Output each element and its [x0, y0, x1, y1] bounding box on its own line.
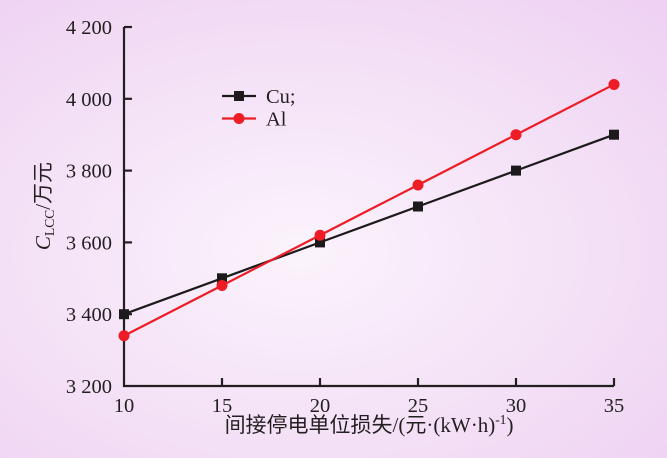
square-marker — [315, 237, 325, 248]
square-marker — [119, 309, 129, 320]
x-tick-label: 10 — [114, 395, 135, 417]
circle-marker — [118, 330, 130, 342]
x-tick-label: 35 — [604, 395, 625, 417]
axes — [122, 25, 616, 388]
y-tick-label: 3 600 — [66, 232, 112, 254]
circle-marker — [510, 129, 522, 141]
y-tick-label: 3 400 — [66, 304, 112, 326]
square-marker — [511, 165, 521, 176]
y-tick-label: 3 200 — [66, 376, 112, 398]
x-axis-label: 间接停电单位损失/(元·(kW·h)-1) — [225, 412, 514, 437]
axis-spines — [122, 27, 614, 388]
series-al-line — [123, 83, 615, 337]
tick-labels: 3 200 3 400 3 600 3 800 4 000 4 200 10 15 20 25 30… — [66, 17, 624, 417]
x-tick-label: 15 — [212, 395, 233, 417]
y-tick-label: 4 000 — [66, 89, 112, 111]
square-marker — [217, 273, 227, 284]
legend: Cu;Al — [222, 86, 296, 131]
legend-circle-marker — [233, 113, 245, 124]
y-tick-label: 3 800 — [66, 161, 112, 183]
circle-marker — [216, 279, 228, 291]
square-marker — [413, 201, 423, 212]
y-axis-label: CLCC/万元 — [31, 162, 57, 250]
legend-square-marker — [234, 91, 244, 101]
x-tick-label: 20 — [310, 395, 331, 417]
x-tick-label: 30 — [506, 395, 527, 417]
series-cu-line — [123, 133, 615, 316]
series-al — [118, 78, 620, 342]
circle-marker — [314, 229, 326, 241]
series-cu — [119, 129, 619, 320]
legend-label-cu: Cu; — [266, 86, 296, 108]
circle-marker — [412, 179, 424, 191]
legend-label-al: Al — [266, 109, 287, 131]
x-tick-label: 25 — [408, 395, 429, 417]
y-tick-label: 4 200 — [66, 17, 112, 39]
square-marker — [609, 129, 619, 140]
circle-marker — [608, 78, 620, 90]
